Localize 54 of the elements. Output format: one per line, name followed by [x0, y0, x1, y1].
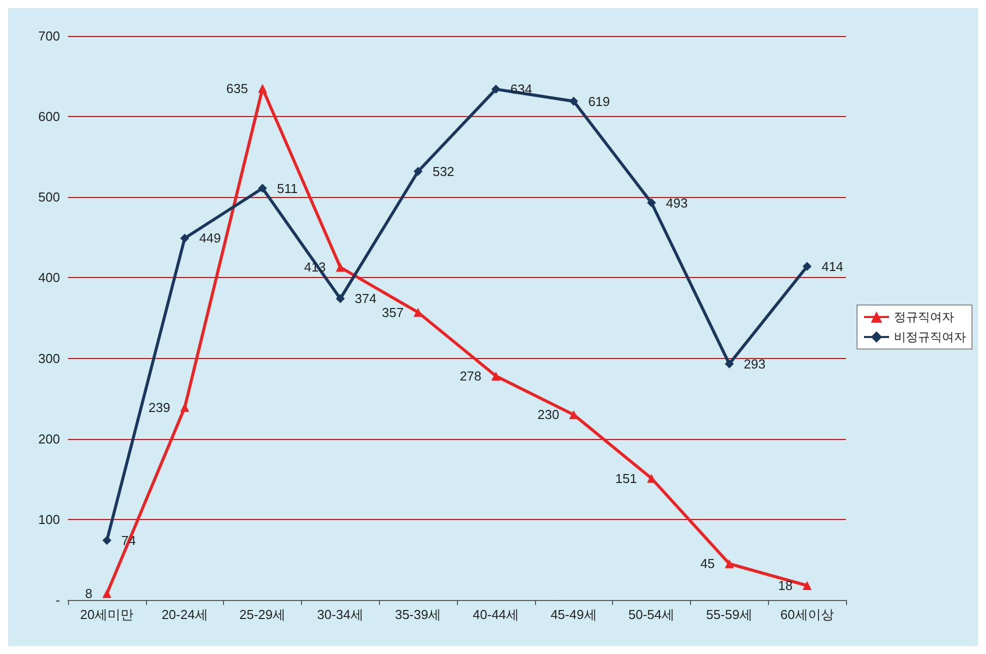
y-tick-label: 400	[38, 270, 60, 286]
point	[724, 359, 734, 368]
x-tick-label: 25-29세	[239, 607, 286, 622]
x-tick-label: 45-49세	[550, 607, 597, 622]
data-label: 493	[666, 195, 688, 210]
data-label: 357	[382, 304, 404, 320]
x-tick-label: 20세미만	[80, 607, 134, 622]
y-tick-label: -	[56, 592, 60, 608]
point	[802, 262, 812, 271]
data-label: 151	[615, 470, 637, 486]
point	[414, 166, 423, 176]
data-label: 230	[537, 407, 560, 422]
data-label: 18	[778, 578, 793, 593]
x-tick-label: 20-24세	[162, 607, 208, 622]
point	[102, 589, 112, 598]
data-label: 619	[588, 94, 610, 109]
y-tick-label: 200	[38, 431, 60, 446]
point	[258, 184, 267, 193]
point	[258, 84, 267, 93]
point	[102, 536, 112, 545]
point	[491, 84, 500, 94]
x-tick-label: 35-39세	[394, 607, 442, 622]
point	[491, 372, 500, 381]
x-tick-label: 50-54세	[628, 607, 675, 622]
legend-label: 비정규직여자	[894, 330, 966, 344]
y-tick-label: 600	[38, 109, 60, 124]
legend-label: 정규직여자	[894, 310, 954, 324]
data-label: 45	[700, 556, 715, 572]
x-tick-label: 55-59세	[706, 607, 752, 622]
data-label: 449	[199, 230, 221, 246]
data-label: 278	[460, 368, 482, 384]
y-tick-label: 300	[38, 350, 60, 366]
x-tick-label: 30-34세	[317, 607, 364, 622]
x-tick-label: 40-44세	[472, 607, 520, 622]
y-tick-label: 500	[38, 190, 60, 205]
y-tick-label: 700	[38, 28, 60, 44]
data-label: 635	[226, 80, 248, 96]
point	[802, 580, 812, 590]
data-label: 532	[432, 164, 454, 179]
data-label: 8	[85, 586, 92, 602]
data-label: 374	[354, 291, 377, 306]
point	[180, 234, 190, 243]
point	[724, 559, 734, 568]
data-label: 239	[148, 400, 170, 415]
data-label: 511	[277, 180, 298, 196]
point	[336, 294, 345, 304]
data-label: 414	[822, 258, 844, 274]
point	[180, 402, 190, 412]
point	[569, 96, 578, 106]
point	[647, 198, 656, 208]
y-tick-label: 100	[38, 512, 60, 527]
point	[336, 262, 345, 272]
data-label: 293	[744, 356, 766, 372]
x-tick-label: 60세이상	[780, 607, 834, 622]
